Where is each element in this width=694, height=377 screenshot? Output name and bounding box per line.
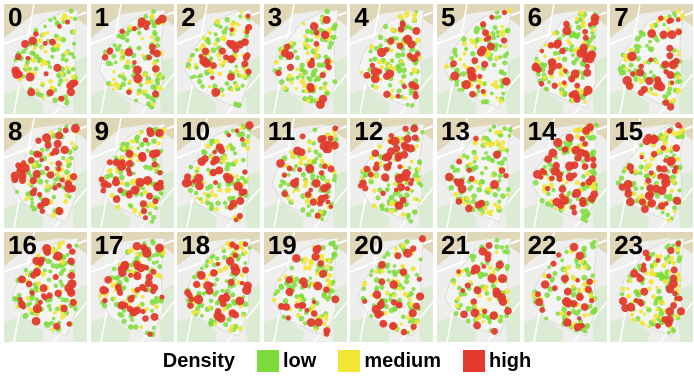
map-tile-14: 14 [523, 118, 607, 228]
map-tile-image [437, 232, 520, 342]
tile-hour-label: 4 [354, 4, 369, 32]
tile-hour-label: 20 [354, 232, 384, 260]
tile-hour-label: 17 [94, 232, 124, 260]
map-tile-16: 16 [4, 232, 87, 342]
map-tile-image [437, 118, 520, 228]
tile-hour-label: 3 [267, 4, 283, 32]
tile-hour-label: 12 [354, 118, 384, 146]
tile-hour-label: 7 [614, 4, 629, 32]
map-tile-image [177, 232, 261, 342]
legend-swatch-high [463, 350, 486, 372]
map-tile-image [263, 4, 347, 114]
map-tile-22: 22 [523, 232, 607, 342]
tile-hour-label: 5 [441, 4, 456, 32]
tile-hour-label: 22 [527, 232, 557, 260]
map-tile-12: 12 [350, 118, 434, 228]
map-tile-image [90, 4, 174, 114]
map-tile-image [523, 4, 607, 114]
map-tile-23: 23 [610, 232, 694, 342]
map-tile-13: 13 [437, 118, 520, 228]
map-tile-image [4, 118, 87, 228]
tile-hour-label: 23 [614, 232, 644, 260]
tile-hour-label: 2 [181, 4, 196, 32]
tile-hour-label: 1 [94, 4, 110, 32]
legend-item-low: low [257, 350, 316, 373]
tile-hour-label: 6 [527, 4, 543, 32]
map-tile-21: 21 [437, 232, 520, 342]
map-tile-3: 3 [263, 4, 347, 114]
tile-hour-label: 11 [267, 118, 296, 146]
map-tile-4: 4 [350, 4, 434, 114]
tile-hour-label: 16 [8, 232, 37, 260]
map-tile-image [437, 4, 520, 114]
legend-label-low: low [283, 349, 317, 372]
legend-label-high: high [489, 349, 532, 372]
map-tile-6: 6 [523, 4, 607, 114]
map-tile-image [177, 118, 261, 228]
legend-swatch-low [257, 350, 279, 372]
map-tile-image [263, 118, 347, 228]
map-tile-1: 1 [90, 4, 174, 114]
map-tile-image [350, 4, 434, 114]
map-tile-10: 10 [177, 118, 261, 228]
legend-label-medium: medium [364, 349, 442, 372]
tile-hour-label: 10 [181, 118, 211, 146]
map-tile-0: 0 [4, 4, 87, 114]
tile-hour-label: 14 [527, 118, 557, 146]
map-tile-20: 20 [350, 232, 434, 342]
map-tile-2: 2 [177, 4, 261, 114]
map-tile-image [4, 4, 87, 114]
legend-swatch-medium [338, 350, 361, 372]
legend-item-high: high [463, 350, 531, 373]
tile-hour-label: 13 [441, 118, 470, 146]
map-tile-15: 15 [610, 118, 694, 228]
map-tile-18: 18 [177, 232, 261, 342]
map-tile-7: 7 [610, 4, 694, 114]
map-tile-image [610, 118, 694, 228]
map-tile-image [523, 232, 607, 342]
map-tile-9: 9 [90, 118, 174, 228]
map-tile-image [610, 4, 694, 114]
map-tile-11: 11 [263, 118, 347, 228]
map-tile-image [350, 232, 434, 342]
map-tile-image [263, 232, 347, 342]
map-tile-image [90, 118, 174, 228]
tile-hour-label: 19 [267, 232, 297, 260]
map-tile-8: 8 [4, 118, 87, 228]
map-tile-17: 17 [90, 232, 174, 342]
map-tile-19: 19 [263, 232, 347, 342]
tile-hour-label: 0 [8, 4, 23, 32]
density-map-grid: 0 1 2 3 4 5 6 7 8 9 10 11 12 13 14 15 16 17 18 19 20 21 22 23 [4, 4, 694, 344]
map-tile-image [523, 118, 607, 228]
map-tile-image [610, 232, 694, 342]
tile-hour-label: 8 [8, 118, 23, 146]
density-legend: Density low medium high [0, 346, 694, 376]
tile-hour-label: 9 [94, 118, 110, 146]
map-tile-image [4, 232, 87, 342]
tile-hour-label: 21 [441, 232, 470, 260]
legend-item-medium: medium [338, 350, 441, 373]
map-tile-image [350, 118, 434, 228]
map-tile-image [90, 232, 174, 342]
map-tile-image [177, 4, 261, 114]
legend-title: Density [162, 349, 235, 372]
tile-hour-label: 18 [181, 232, 211, 260]
map-tile-5: 5 [437, 4, 520, 114]
tile-hour-label: 15 [614, 118, 644, 146]
